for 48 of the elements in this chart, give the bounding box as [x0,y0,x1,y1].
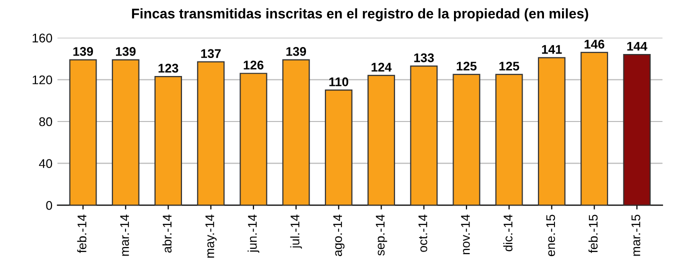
bar [495,74,523,206]
data-label: 137 [201,49,221,58]
bar [538,57,566,206]
y-tick-label: 120 [32,75,52,84]
data-label: 125 [456,62,477,71]
x-tick-label: jul.-14 [290,214,302,249]
bar [580,52,608,206]
data-label: 110 [329,77,348,86]
x-tick-label: mar.-14 [120,214,129,256]
x-tick-label: feb.-14 [77,214,86,253]
bar [410,65,438,206]
data-label: 139 [116,47,136,56]
data-label: 139 [73,47,93,56]
x-tick-label: dic.-14 [503,214,512,252]
x-tick-label: ene.-15 [546,214,556,256]
data-label: 125 [499,62,520,71]
x-tick-label: ago.-14 [333,214,344,256]
x-tick-label: abr.-14 [162,214,172,253]
data-label: 124 [372,62,392,72]
x-tick-label: nov.-14 [461,214,470,254]
bar [368,74,396,206]
data-label: 133 [414,53,434,62]
x-tick-label: feb.-15 [588,214,598,253]
y-tick-label: 0 [46,201,52,210]
bar [282,59,310,206]
data-label: 144 [627,42,648,51]
y-tick-label: 160 [32,34,52,42]
bar [452,74,480,206]
bar [197,61,225,206]
x-tick-label: may.-14 [205,214,217,258]
y-tick-label: 40 [38,159,52,168]
bar [154,76,182,206]
bar [623,54,651,206]
bar [112,59,140,206]
bar [69,59,97,206]
data-label: 139 [286,47,306,56]
x-tick-label: jun.-14 [248,214,260,253]
y-tick-label: 80 [39,117,52,126]
data-label: 146 [584,40,604,49]
x-tick-label: sep.-14 [376,214,388,256]
chart-title: Fincas transmitidas inscritas en el registro de la propiedad (en miles) [132,8,588,22]
bar [240,72,268,206]
bar [324,90,352,206]
data-label: 123 [158,64,178,73]
x-tick-label: mar.-15 [632,214,640,256]
x-tick-label: oct.-14 [418,214,428,252]
data-label: 126 [244,60,264,70]
data-label: 141 [542,45,562,54]
